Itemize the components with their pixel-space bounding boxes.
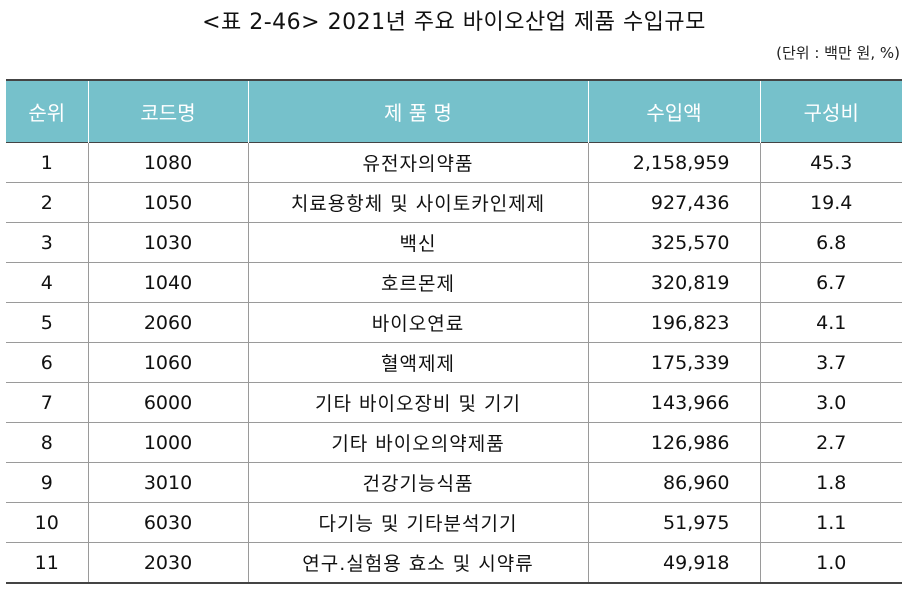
cell-product: 기타 바이오장비 및 기기: [247, 382, 588, 423]
cell-code: 2060: [87, 302, 248, 343]
cell-code: 6000: [87, 382, 248, 423]
cell-amount: 325,570: [587, 222, 760, 263]
cell-product: 건강기능식품: [247, 462, 588, 503]
cell-rank: 3: [6, 222, 88, 263]
cell-product: 호르몬제: [247, 262, 588, 303]
cell-product: 유전자의약품: [247, 142, 588, 183]
cell-rank: 9: [6, 462, 88, 503]
table-row: 3 1030 백신 325,570 6.8: [6, 222, 902, 263]
cell-amount: 51,975: [587, 502, 760, 543]
table-row: 8 1000 기타 바이오의약제품 126,986 2.7: [6, 422, 902, 463]
cell-rank: 7: [6, 382, 88, 423]
table-row: 11 2030 연구.실험용 효소 및 시약류 49,918 1.0: [6, 542, 902, 583]
cell-rank: 1: [6, 142, 88, 183]
cell-amount: 49,918: [587, 542, 760, 583]
cell-product: 백신: [247, 222, 588, 263]
cell-product: 치료용항체 및 사이토카인제제: [247, 182, 588, 223]
cell-product: 연구.실험용 효소 및 시약류: [247, 542, 588, 583]
table-body: 1 1080 유전자의약품 2,158,959 45.3 2 1050 치료용항체 및 사이토…: [6, 142, 902, 583]
cell-product: 혈액제제: [247, 342, 588, 383]
cell-amount: 86,960: [587, 462, 760, 503]
cell-amount: 126,986: [587, 422, 760, 463]
table-row: 9 3010 건강기능식품 86,960 1.8: [6, 462, 902, 503]
cell-share: 4.1: [759, 302, 902, 343]
cell-share: 6.7: [759, 262, 902, 303]
cell-code: 3010: [87, 462, 248, 503]
cell-share: 19.4: [759, 182, 902, 223]
header-rank: 순위: [6, 80, 88, 143]
import-table: 순위 코드명 제 품 명 수입액 구성비 1 1080 유전자의약품 2,158,95…: [6, 79, 902, 584]
cell-product: 다기능 및 기타분석기기: [247, 502, 588, 543]
cell-code: 1080: [87, 142, 248, 183]
header-code: 코드명: [87, 80, 248, 143]
header-amount: 수입액: [587, 80, 760, 143]
cell-amount: 175,339: [587, 342, 760, 383]
cell-rank: 2: [6, 182, 88, 223]
cell-share: 1.1: [759, 502, 902, 543]
cell-amount: 2,158,959: [587, 142, 760, 183]
cell-share: 3.0: [759, 382, 902, 423]
cell-code: 1040: [87, 262, 248, 303]
cell-rank: 8: [6, 422, 88, 463]
table-row: 4 1040 호르몬제 320,819 6.7: [6, 262, 902, 303]
table-row: 7 6000 기타 바이오장비 및 기기 143,966 3.0: [6, 382, 902, 423]
cell-code: 1060: [87, 342, 248, 383]
table-title: <표 2-46> 2021년 주요 바이오산업 제품 수입규모: [202, 10, 706, 35]
cell-code: 6030: [87, 502, 248, 543]
table-row: 1 1080 유전자의약품 2,158,959 45.3: [6, 142, 902, 183]
table-row: 5 2060 바이오연료 196,823 4.1: [6, 302, 902, 343]
cell-share: 6.8: [759, 222, 902, 263]
cell-share: 1.8: [759, 462, 902, 503]
header-product: 제 품 명: [247, 80, 588, 143]
cell-product: 기타 바이오의약제품: [247, 422, 588, 463]
header-share: 구성비: [759, 80, 902, 143]
header-row: 순위 코드명 제 품 명 수입액 구성비: [6, 80, 902, 143]
cell-rank: 4: [6, 262, 88, 303]
table-row: 6 1060 혈액제제 175,339 3.7: [6, 342, 902, 383]
cell-rank: 6: [6, 342, 88, 383]
cell-code: 1050: [87, 182, 248, 223]
cell-rank: 10: [6, 502, 88, 543]
cell-code: 1030: [87, 222, 248, 263]
cell-rank: 11: [34, 551, 59, 574]
cell-product: 바이오연료: [247, 302, 588, 343]
unit-note: (단위 : 백만 원, %): [776, 44, 900, 62]
table-row: 2 1050 치료용항체 및 사이토카인제제 927,436 19.4: [6, 182, 902, 223]
cell-share: 2.7: [759, 422, 902, 463]
cell-share: 1.0: [759, 542, 902, 583]
cell-amount: 143,966: [587, 382, 760, 423]
cell-code: 2030: [87, 542, 248, 583]
cell-rank: 5: [6, 302, 88, 343]
cell-share: 45.3: [759, 142, 902, 183]
cell-share: 3.7: [759, 342, 902, 383]
table-row: 10 6030 다기능 및 기타분석기기 51,975 1.1: [6, 502, 902, 543]
cell-amount: 320,819: [587, 262, 760, 303]
cell-code: 1000: [87, 422, 248, 463]
cell-amount: 196,823: [587, 302, 760, 343]
cell-amount: 927,436: [587, 182, 760, 223]
